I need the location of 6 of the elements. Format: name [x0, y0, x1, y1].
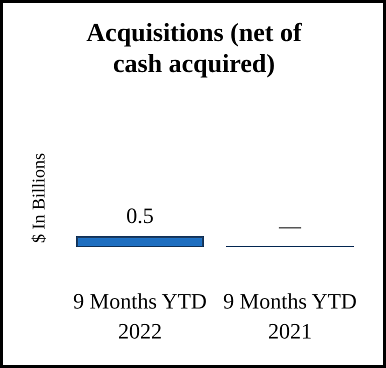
data-label: — — [278, 213, 302, 238]
data-label: 0.5 — [126, 203, 154, 228]
y-axis-title: $ In Billions — [28, 152, 50, 244]
x-tick-label: 9 Months YTD 2021 — [223, 288, 357, 344]
x-tick-label: 9 Months YTD 2022 — [73, 288, 207, 344]
chart-title: Acquisitions (net of cash acquired) — [85, 17, 303, 79]
